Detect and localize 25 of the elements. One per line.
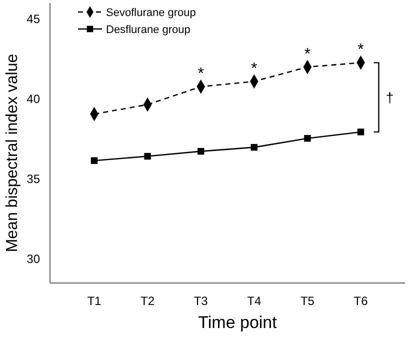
y-tick-label: 35: [26, 172, 40, 186]
y-tick-label: 30: [26, 252, 40, 266]
point: [197, 148, 204, 155]
annotation: *: [251, 60, 258, 78]
y-tick-label: 45: [26, 12, 40, 26]
x-tick-label: T3: [194, 294, 208, 308]
y-tick-label: 40: [26, 92, 40, 106]
annotation: *: [304, 46, 311, 63]
y-axis-title: Mean bispectral index value: [4, 54, 21, 252]
x-tick-label: T4: [247, 294, 262, 308]
legend-label: Sevoflurane group: [106, 6, 196, 19]
annotation: *: [358, 42, 364, 59]
x-tick-label: T5: [300, 294, 315, 308]
x-tick-label: T2: [140, 294, 155, 308]
point: [357, 128, 364, 136]
x-tick-label: T6: [354, 294, 368, 308]
annotation: *: [198, 66, 204, 83]
x-axis-title: Time point: [198, 313, 278, 332]
point: [250, 144, 258, 151]
annotation: †: [386, 89, 394, 106]
point: [304, 135, 311, 142]
point: [90, 157, 98, 164]
point: [144, 152, 151, 160]
x-tick-label: T1: [87, 294, 102, 308]
legend-label: Desflurane group: [106, 24, 190, 36]
